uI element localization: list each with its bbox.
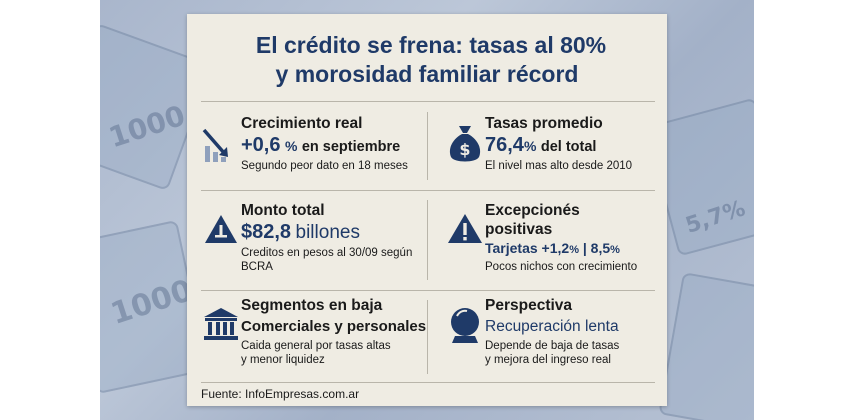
bank-building-icon (201, 304, 241, 344)
outlook-text: Perspectiva Recuperación lenta Depende d… (485, 296, 667, 367)
money-bag-icon: $ (445, 122, 485, 162)
total-value: $82,8 (241, 221, 292, 243)
divider (201, 290, 655, 291)
alert-triangle-icon (445, 209, 485, 249)
divider (427, 112, 428, 180)
svg-text:$: $ (459, 140, 470, 159)
total-note-line-1: Creditos en pesos al 30/09 según (241, 247, 413, 259)
page-title: El crédito se frena: tasas al 80% y moro… (187, 31, 667, 89)
banknote-shape (658, 272, 754, 420)
outlook-note-line-2: y mejora del ingreso real (485, 354, 611, 366)
rates-suffix: del total (540, 139, 597, 155)
outlook-note-line-1: Depende de baja de tasas (485, 340, 620, 352)
divider (427, 200, 428, 280)
outlook-cell: Perspectiva Recuperación lenta Depende d… (435, 296, 665, 392)
rates-heading: Tasas promedio (485, 115, 603, 132)
infographic-card: El crédito se frena: tasas al 80% y moro… (187, 14, 667, 406)
segments-cell: Segmentos en baja Comerciales y personal… (191, 296, 427, 392)
rates-unit: % (523, 138, 537, 154)
divider (201, 190, 655, 191)
growth-heading: Crecimiento real (241, 115, 363, 132)
rates-value: 76,4 (485, 134, 524, 156)
growth-unit: % (284, 138, 298, 154)
warning-triangle-icon (201, 209, 241, 249)
exceptions-detail-label: Tarjetas +1,2 (485, 240, 570, 256)
divider (427, 300, 428, 374)
exceptions-note: Pocos nichos con crecimiento (485, 261, 638, 273)
total-note-line-2: BCRA (241, 261, 273, 273)
total-suffix: billones (295, 222, 360, 243)
title-line-2: y morosidad familiar récord (275, 61, 579, 87)
exceptions-heading-line-1: Excepcionés (485, 202, 580, 219)
exceptions-heading-line-2: positivas (485, 221, 553, 238)
down-trend-chart-icon (201, 122, 241, 162)
exceptions-cell: Excepcionés positivas Tarjetas +1,2% | 8… (435, 201, 665, 297)
rates-note: El nivel mas alto desde 2010 (485, 160, 633, 172)
growth-text: Crecimiento real +0,6 % en septiembre Se… (241, 114, 423, 173)
segments-note-line-2: y menor liquidez (241, 354, 325, 366)
outlook-subheading: Recuperación lenta (485, 318, 619, 335)
crystal-ball-icon (445, 304, 485, 344)
growth-note: Segundo peor dato en 18 meses (241, 160, 408, 172)
total-text: Monto total $82,8 billones Creditos en p… (241, 201, 423, 274)
exceptions-detail: Tarjetas +1,2% | 8,5% (485, 239, 667, 260)
segments-heading: Segmentos en baja (241, 297, 383, 314)
exceptions-detail-unit: % (569, 244, 579, 256)
rates-text: Tasas promedio 76,4% del total El nivel … (485, 114, 667, 173)
outlook-heading: Perspectiva (485, 297, 573, 314)
divider (201, 382, 655, 383)
total-heading: Monto total (241, 202, 325, 219)
total-cell: Monto total $82,8 billones Creditos en p… (191, 201, 421, 297)
growth-value-line: +0,6 % en septiembre (241, 134, 423, 157)
growth-cell: Crecimiento real +0,6 % en septiembre Se… (191, 114, 421, 210)
divider (201, 101, 655, 102)
source-credit: Fuente: InfoEmpresas.com.ar (201, 387, 360, 401)
rates-value-line: 76,4% del total (485, 134, 667, 157)
exceptions-detail-value-unit: % (610, 244, 620, 256)
rates-cell: $ Tasas promedio 76,4% del total El nive… (435, 114, 665, 210)
growth-suffix: en septiembre (301, 139, 401, 155)
exceptions-text: Excepcionés positivas Tarjetas +1,2% | 8… (485, 201, 667, 274)
exceptions-detail-value: 8,5 (590, 240, 611, 256)
title-line-1: El crédito se frena: tasas al 80% (255, 32, 607, 58)
segments-subheading: Comerciales y personales (241, 318, 427, 335)
growth-value: +0,6 (241, 134, 281, 156)
segments-text: Segmentos en baja Comerciales y personal… (241, 296, 427, 367)
segments-note-line-1: Caida general por tasas altas (241, 340, 391, 352)
exceptions-detail-separator: | (582, 240, 587, 256)
total-value-line: $82,8 billones (241, 221, 423, 244)
